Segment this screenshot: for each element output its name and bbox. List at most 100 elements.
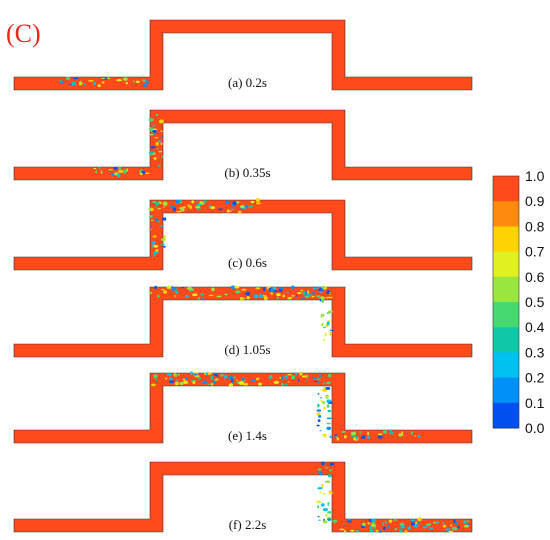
bubble-spot (177, 374, 180, 376)
bubble-spot (158, 119, 164, 124)
colorbar: 1.0 0.9 0.8 0.7 0.6 0.5 0.4 0.3 0.2 0.1 0.0 (492, 168, 545, 436)
bubble-spot (328, 490, 333, 493)
bubble-spot (155, 202, 160, 206)
bubble-spot (313, 378, 317, 381)
colorbar-segment (493, 302, 519, 328)
bubble-spot (366, 436, 371, 439)
bubble-spot (344, 435, 346, 439)
bubble-spot (118, 169, 124, 173)
panel-label: (d) 1.05s (224, 342, 270, 357)
bubble-spot (320, 503, 325, 507)
bubble-spot (251, 379, 256, 382)
bubble-spot (243, 297, 246, 300)
bubble-spot (448, 530, 454, 533)
bubble-spot (161, 238, 166, 241)
bubble-spot (263, 287, 266, 292)
bubble-spot (299, 372, 303, 376)
bubble-spot (230, 208, 235, 211)
bubble-spot (297, 379, 300, 382)
bubble-spot (149, 134, 153, 136)
bubble-spot (329, 462, 335, 466)
colorbar-frame (492, 175, 520, 429)
colorbar-tick-label: 0.8 (525, 218, 545, 234)
bubble-spot (162, 217, 167, 221)
colorbar-tick-label: 0.6 (525, 269, 545, 285)
bubble-spot (327, 511, 333, 514)
bubble-spot (216, 295, 222, 298)
bubble-spot (463, 524, 469, 528)
colorbar-segment (493, 251, 519, 278)
bubble-spot (159, 225, 165, 227)
bubble-spot (160, 142, 163, 146)
bubble-spot (139, 172, 143, 176)
bubble-spot (93, 81, 96, 86)
bubble-spot (388, 519, 393, 523)
bubble-spot (197, 297, 201, 300)
bubble-spot (350, 431, 357, 436)
bubble-spot (169, 377, 173, 381)
bubble-spot (369, 525, 373, 530)
bubble-spot (317, 403, 320, 408)
bubble-spot (327, 518, 332, 521)
bubble-spot (451, 526, 458, 531)
bubble-spot (101, 77, 106, 80)
bubble-spot (393, 528, 398, 531)
bubble-spot (153, 253, 156, 257)
bubble-spot (320, 396, 322, 399)
bubble-spot (93, 167, 97, 170)
colorbar-tick-label: 0.2 (525, 370, 545, 386)
bubble-spot (312, 292, 315, 295)
figure-label: (C) (6, 19, 41, 48)
bubble-spot (242, 382, 249, 386)
bubble-spot (398, 433, 403, 437)
bubble-spot (326, 426, 332, 430)
bubble-spot (216, 375, 219, 377)
bubble-spot (179, 207, 185, 210)
bubble-field (148, 198, 261, 257)
bubble-spot (356, 530, 360, 533)
bubble-spot (150, 146, 156, 149)
bubble-spot (157, 294, 160, 298)
bubble-field (151, 371, 421, 441)
bubble-spot (291, 375, 296, 380)
colorbar-segment (493, 377, 519, 404)
bubble-spot (235, 290, 241, 294)
bubble-spot (238, 210, 242, 214)
bubble-spot (361, 435, 366, 439)
bubble-spot (346, 520, 352, 523)
bubble-spot (198, 377, 202, 380)
bubble-spot (152, 201, 157, 203)
colorbar-segment (493, 402, 519, 429)
bubble-spot (359, 431, 362, 434)
bubble-spot (161, 289, 165, 291)
pipe-outline (13, 286, 473, 358)
bubble-spot (149, 151, 155, 154)
bubble-spot (323, 386, 326, 390)
bubble-spot (350, 529, 355, 532)
bubble-spot (326, 321, 330, 326)
bubble-spot (256, 377, 260, 381)
bubble-spot (311, 295, 315, 298)
bubble-spot (202, 380, 208, 384)
colorbar-tick-label: 0.3 (525, 344, 545, 360)
bubble-spot (280, 376, 284, 381)
bubble-spot (165, 377, 168, 380)
bubble-spot (399, 526, 405, 529)
bubble-spot (329, 329, 335, 331)
bubble-spot (455, 521, 458, 525)
bubble-spot (108, 169, 113, 171)
bubble-spot (189, 205, 192, 210)
bubble-spot (276, 293, 279, 295)
bubble-spot (295, 372, 298, 376)
bubble-spot (163, 290, 168, 294)
bubble-spot (225, 200, 230, 205)
panel-d: (d) 1.05s (13, 285, 473, 358)
bubble-spot (325, 387, 331, 390)
bubble-field (148, 285, 335, 341)
bubble-spot (355, 435, 358, 440)
bubble-spot (323, 435, 327, 438)
bubble-spot (327, 409, 332, 413)
bubble-spot (406, 432, 409, 435)
bubble-spot (97, 84, 101, 87)
bubble-spot (79, 83, 82, 86)
